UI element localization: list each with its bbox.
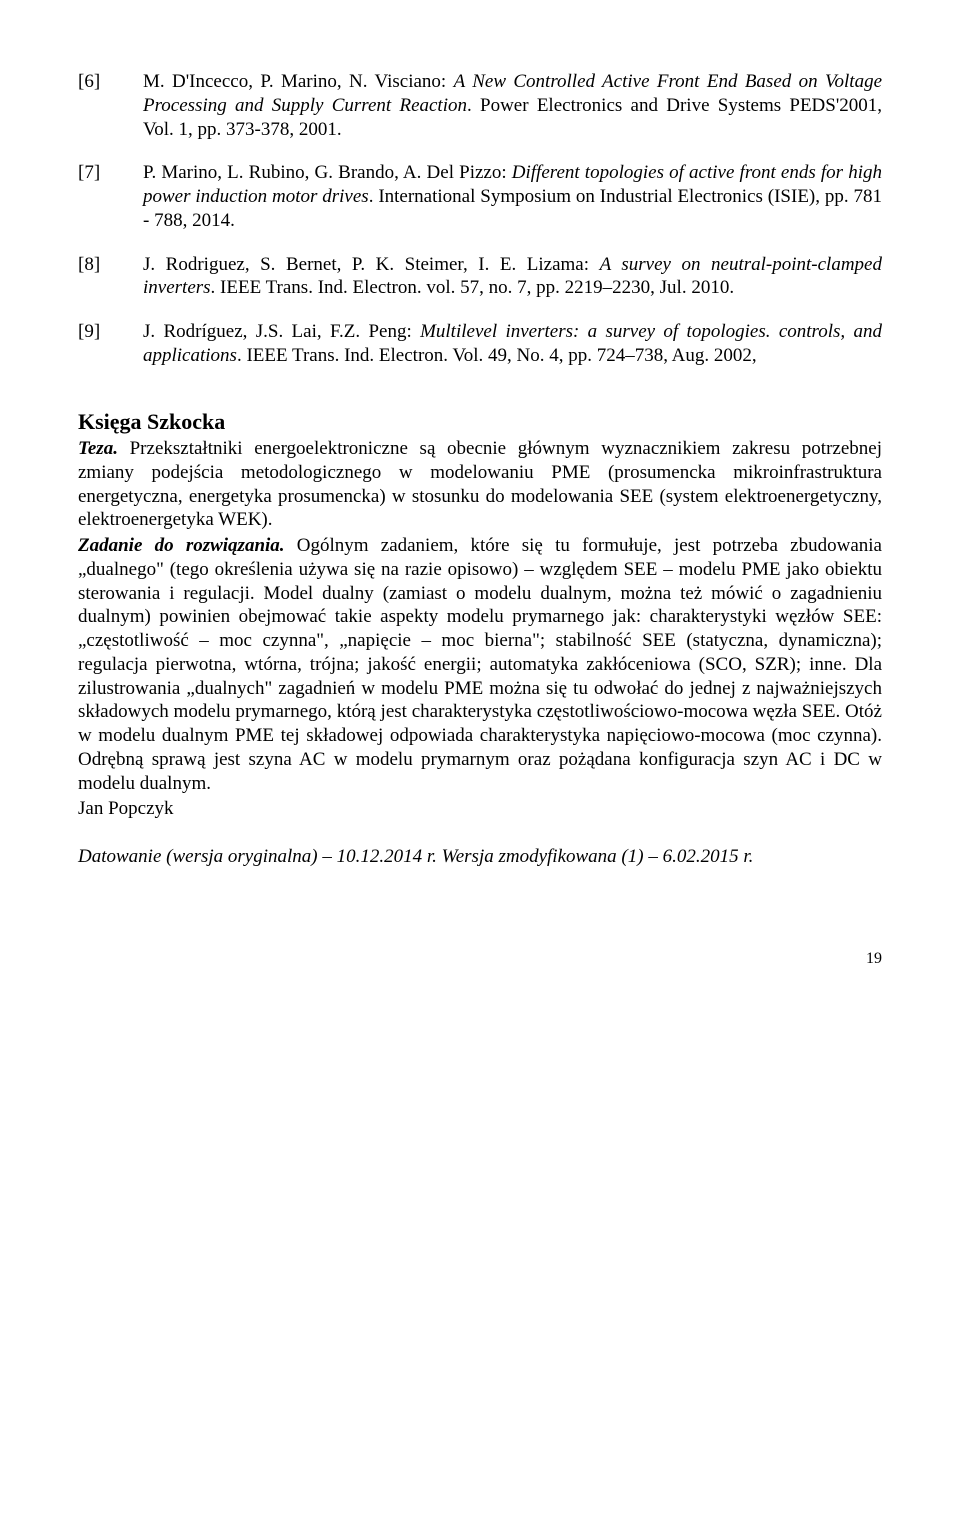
zadanie-label: Zadanie do rozwiązania. (78, 535, 285, 556)
reference-text: M. D'Incecco, P. Marino, N. Visciano: A … (143, 70, 882, 141)
author-name: Jan Popczyk (78, 797, 882, 821)
reference-text: J. Rodríguez, J.S. Lai, F.Z. Peng: Multi… (143, 320, 882, 368)
teza-text: Przekształtniki energoelektroniczne są o… (78, 438, 882, 530)
reference-text: P. Marino, L. Rubino, G. Brando, A. Del … (143, 161, 882, 232)
zadanie-text: Ogólnym zadaniem, które się tu formułuje… (78, 535, 882, 794)
reference-tail: . IEEE Trans. Ind. Electron. Vol. 49, No… (237, 345, 757, 366)
reference-text: J. Rodriguez, S. Bernet, P. K. Steimer, … (143, 253, 882, 301)
reference-list: [6] M. D'Incecco, P. Marino, N. Visciano… (78, 70, 882, 368)
reference-item: [7] P. Marino, L. Rubino, G. Brando, A. … (78, 161, 882, 232)
teza-paragraph: Teza. Przekształtniki energoelektroniczn… (78, 437, 882, 532)
reference-number: [6] (78, 70, 143, 141)
reference-number: [7] (78, 161, 143, 232)
page-number: 19 (78, 949, 882, 969)
reference-authors: J. Rodriguez, S. Bernet, P. K. Steimer, … (143, 254, 600, 275)
reference-item: [9] J. Rodríguez, J.S. Lai, F.Z. Peng: M… (78, 320, 882, 368)
teza-label: Teza. (78, 438, 118, 459)
zadanie-paragraph: Zadanie do rozwiązania. Ogólnym zadaniem… (78, 534, 882, 795)
reference-number: [8] (78, 253, 143, 301)
reference-number: [9] (78, 320, 143, 368)
reference-authors: J. Rodríguez, J.S. Lai, F.Z. Peng: (143, 321, 420, 342)
reference-item: [8] J. Rodriguez, S. Bernet, P. K. Steim… (78, 253, 882, 301)
reference-authors: M. D'Incecco, P. Marino, N. Visciano: (143, 71, 454, 92)
reference-authors: P. Marino, L. Rubino, G. Brando, A. Del … (143, 162, 512, 183)
reference-tail: . IEEE Trans. Ind. Electron. vol. 57, no… (211, 277, 735, 298)
dating-line: Datowanie (wersja oryginalna) – 10.12.20… (78, 845, 882, 869)
section-title: Księga Szkocka (78, 408, 882, 436)
reference-item: [6] M. D'Incecco, P. Marino, N. Visciano… (78, 70, 882, 141)
